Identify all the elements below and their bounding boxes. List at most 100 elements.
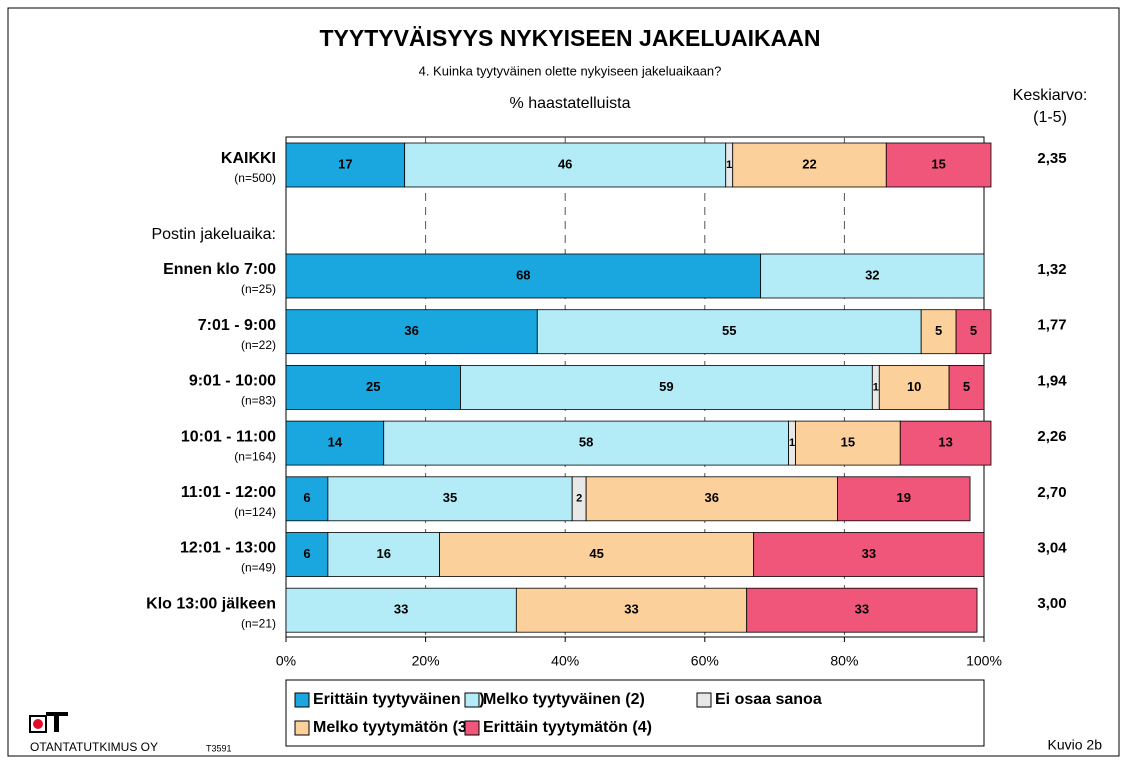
n-label: (n=22) (241, 338, 276, 352)
value-label: 19 (896, 490, 910, 505)
value-label: 1 (726, 159, 732, 171)
legend-box (285, 679, 985, 747)
category-label: 12:01 - 13:00 (180, 540, 276, 557)
axis-label: % haastatelluista (510, 95, 631, 112)
value-label: 46 (558, 156, 572, 171)
category-label: 9:01 - 10:00 (189, 373, 276, 390)
mean-value: 2,70 (1037, 484, 1066, 501)
value-label: 6 (303, 490, 310, 505)
bar-segment (439, 532, 755, 577)
value-label: 6 (303, 546, 310, 561)
legend-swatch (294, 692, 310, 708)
bar-segment (795, 420, 901, 466)
n-label: (n=21) (241, 616, 276, 630)
value-label: 15 (931, 156, 945, 171)
bar-segment (285, 253, 762, 299)
value-label: 1 (789, 437, 795, 449)
x-tick-label: 40% (551, 653, 579, 669)
bar-segment (732, 142, 887, 188)
value-label: 33 (855, 602, 869, 617)
value-label: 32 (865, 267, 879, 282)
legend-swatch (464, 720, 480, 736)
mean-value: 1,32 (1037, 261, 1066, 278)
mean-value: 1,94 (1037, 372, 1067, 389)
group-label: Postin jakeluaika: (151, 226, 276, 243)
bar-segment (837, 476, 971, 522)
bar-segment (536, 309, 922, 355)
legend-label: Ei osaa sanoa (715, 691, 822, 708)
mean-value: 2,35 (1037, 150, 1066, 167)
value-label: 33 (624, 602, 638, 617)
n-label: (n=124) (234, 505, 276, 519)
subtitle: 4. Kuinka tyytyväinen olette nykyiseen j… (419, 63, 722, 78)
value-label: 15 (841, 435, 855, 450)
bar-segment (585, 476, 838, 522)
value-label: 33 (862, 546, 876, 561)
mean-value: 2,26 (1037, 428, 1066, 445)
value-label: 13 (938, 435, 952, 450)
category-label: 11:01 - 12:00 (181, 484, 276, 501)
category-label: Klo 13:00 jälkeen (146, 595, 276, 612)
company: OTANTATUTKIMUS OY (30, 740, 158, 754)
bar-segment (383, 420, 789, 466)
figure-label: Kuvio 2b (1048, 737, 1103, 753)
legend-label: Erittäin tyytymätön (4) (483, 719, 652, 736)
bar-segment (285, 420, 385, 466)
mean-value: 1,77 (1037, 317, 1066, 334)
value-label: 36 (705, 490, 719, 505)
value-label: 10 (907, 379, 921, 394)
x-tick-label: 0% (276, 653, 296, 669)
category-label: KAIKKI (221, 150, 276, 167)
n-label: (n=25) (241, 282, 276, 296)
chart-title: TYYTYVÄISYYS NYKYISEEN JAKELUAIKAAN (320, 25, 821, 51)
value-label: 14 (328, 435, 343, 450)
value-label: 25 (366, 379, 380, 394)
bar-segment (285, 476, 329, 522)
bar-segment (327, 532, 440, 577)
value-label: 36 (404, 323, 418, 338)
code: T3591 (206, 743, 232, 753)
bar-segment (920, 309, 957, 355)
value-label: 17 (338, 156, 352, 171)
n-label: (n=83) (241, 394, 276, 408)
bar-segment (899, 420, 992, 466)
bar-segment (885, 142, 992, 188)
value-label: 5 (935, 323, 942, 338)
x-tick-label: 80% (830, 653, 858, 669)
value-label: 35 (443, 490, 457, 505)
bar-segment (404, 142, 727, 188)
bar-segment (948, 364, 985, 410)
bar-segment (285, 364, 461, 410)
value-label: 45 (589, 546, 603, 561)
n-label: (n=500) (234, 171, 276, 185)
x-tick-label: 60% (691, 653, 719, 669)
category-label: Ennen klo 7:00 (163, 261, 276, 278)
bar-segment (746, 587, 978, 633)
x-tick-label: 20% (412, 653, 440, 669)
logo (54, 712, 59, 732)
bar-segment (285, 532, 329, 577)
value-label: 22 (802, 156, 816, 171)
bar-segment (753, 532, 985, 577)
legend-swatch (464, 692, 480, 708)
value-label: 58 (579, 435, 593, 450)
value-label: 55 (722, 323, 736, 338)
mean-value: 3,00 (1037, 595, 1066, 612)
mean-header: (1-5) (1033, 109, 1067, 126)
value-label: 16 (376, 546, 390, 561)
category-label: 10:01 - 11:00 (181, 428, 276, 445)
n-label: (n=164) (234, 449, 276, 463)
legend-swatch (696, 692, 712, 708)
legend-label: Erittäin tyytyväinen (1) (313, 691, 485, 708)
bar-segment (878, 364, 950, 410)
legend-label: Melko tyytyväinen (2) (483, 691, 645, 708)
bar-segment (460, 364, 873, 410)
legend-swatch (294, 720, 310, 736)
n-label: (n=49) (241, 561, 276, 575)
value-label: 68 (516, 267, 530, 282)
bar-segment (760, 253, 985, 299)
value-label: 2 (576, 493, 582, 505)
mean-header: Keskiarvo: (1013, 87, 1088, 104)
x-tick-label: 100% (966, 653, 1002, 669)
